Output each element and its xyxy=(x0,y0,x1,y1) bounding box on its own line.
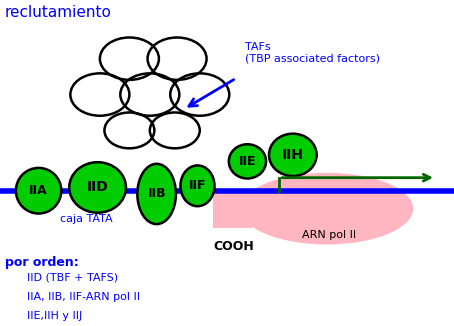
Ellipse shape xyxy=(241,173,413,244)
Ellipse shape xyxy=(180,165,215,206)
Text: ARN pol II: ARN pol II xyxy=(302,230,356,240)
Text: IIA: IIA xyxy=(29,184,48,197)
Text: IID: IID xyxy=(87,181,109,194)
Text: IIH: IIH xyxy=(282,148,304,162)
FancyBboxPatch shape xyxy=(213,189,252,228)
Text: COOH: COOH xyxy=(213,240,254,253)
Text: IID (TBF + TAFS): IID (TBF + TAFS) xyxy=(27,272,118,282)
Ellipse shape xyxy=(229,144,266,179)
Text: IIE,IIH y IIJ: IIE,IIH y IIJ xyxy=(27,311,83,321)
Ellipse shape xyxy=(269,134,317,176)
Text: caja TATA: caja TATA xyxy=(60,214,113,224)
Text: IIE: IIE xyxy=(239,155,256,168)
Text: reclutamiento: reclutamiento xyxy=(5,5,111,20)
Ellipse shape xyxy=(69,162,126,213)
Text: TAFs
(TBP associated factors): TAFs (TBP associated factors) xyxy=(245,42,380,64)
Ellipse shape xyxy=(16,168,61,214)
Text: por orden:: por orden: xyxy=(5,256,78,269)
Text: IIF: IIF xyxy=(189,179,206,192)
Ellipse shape xyxy=(137,164,176,224)
Text: IIB: IIB xyxy=(148,187,166,200)
Text: IIA, IIB, IIF-ARN pol II: IIA, IIB, IIF-ARN pol II xyxy=(27,292,140,302)
